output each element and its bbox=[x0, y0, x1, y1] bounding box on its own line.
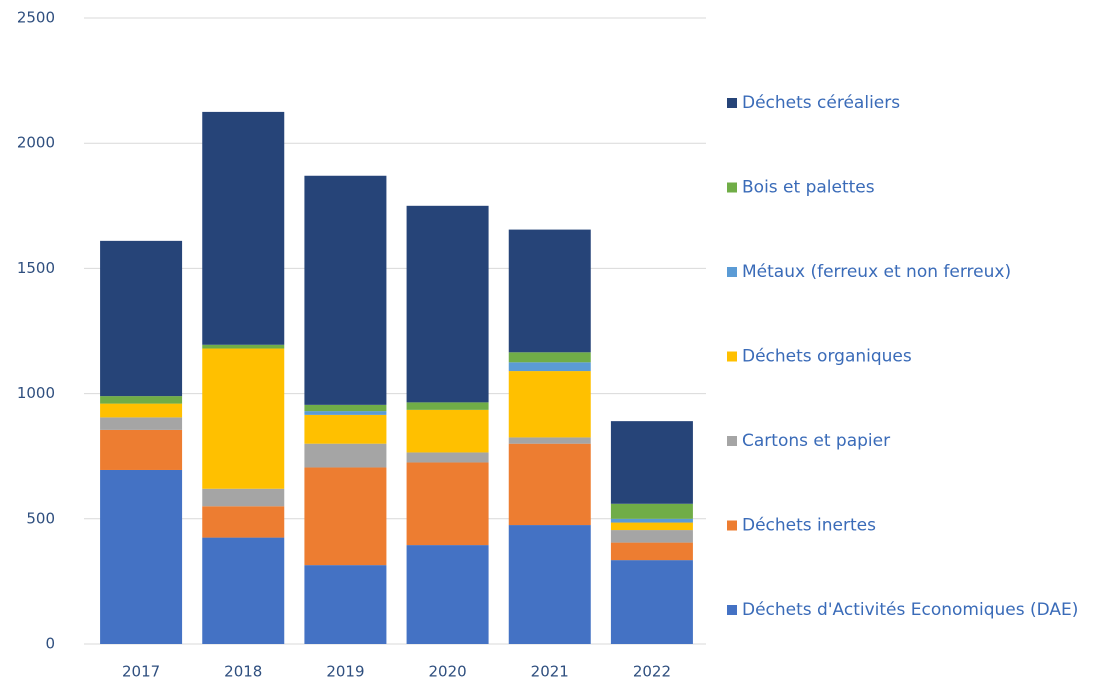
x-tick-label: 2022 bbox=[633, 663, 671, 681]
bar-segment bbox=[406, 545, 489, 644]
bar-segment bbox=[610, 503, 693, 519]
bar-segment bbox=[202, 537, 285, 644]
bar-segment bbox=[304, 467, 387, 566]
bar-segment bbox=[100, 429, 183, 470]
bar-segment bbox=[202, 488, 285, 507]
bar-segment bbox=[610, 560, 693, 644]
y-tick-label: 2500 bbox=[17, 9, 55, 27]
bar-segment bbox=[406, 409, 489, 453]
legend-label: Déchets d'Activités Economiques (DAE) bbox=[742, 600, 1078, 620]
y-tick-label: 2000 bbox=[17, 134, 55, 152]
bar-segment bbox=[100, 396, 183, 404]
bar-segment bbox=[508, 352, 591, 363]
bar-segment bbox=[610, 421, 693, 504]
legend-label: Bois et palettes bbox=[742, 178, 875, 198]
bar-segment bbox=[508, 437, 591, 444]
bar-segment bbox=[100, 240, 183, 397]
bar-segment bbox=[100, 403, 183, 418]
bar-segment bbox=[304, 414, 387, 444]
bar-segment bbox=[202, 344, 285, 349]
bar-segment bbox=[100, 469, 183, 644]
bar-segment bbox=[304, 411, 387, 415]
legend-label: Déchets céréaliers bbox=[742, 93, 900, 113]
bar-segment bbox=[304, 443, 387, 468]
x-tick-label: 2019 bbox=[326, 663, 364, 681]
y-tick-label: 1000 bbox=[17, 384, 55, 402]
legend-label: Cartons et papier bbox=[742, 431, 890, 451]
bar-segment bbox=[508, 371, 591, 438]
x-tick-label: 2021 bbox=[531, 663, 569, 681]
legend-label: Déchets inertes bbox=[742, 516, 876, 536]
bar-segment bbox=[406, 205, 489, 403]
bar-segment bbox=[406, 452, 489, 463]
y-tick-label: 1500 bbox=[17, 259, 55, 277]
legend-swatch bbox=[727, 351, 737, 362]
legend-swatch bbox=[727, 98, 737, 108]
bar-segment bbox=[508, 525, 591, 644]
bar-segment bbox=[610, 530, 693, 543]
legend-swatch bbox=[727, 267, 737, 277]
legend-swatch bbox=[727, 605, 737, 615]
bar-segment bbox=[610, 542, 693, 561]
bar-segment bbox=[304, 175, 387, 405]
bar-segment bbox=[508, 443, 591, 526]
bar-segment bbox=[610, 518, 693, 523]
bar-segment bbox=[406, 462, 489, 546]
y-tick-label: 0 bbox=[45, 635, 55, 653]
legend-swatch bbox=[727, 436, 737, 446]
bar-segment bbox=[610, 522, 693, 531]
x-tick-label: 2018 bbox=[224, 663, 262, 681]
legend-swatch bbox=[727, 520, 737, 531]
bar-segment bbox=[304, 404, 387, 412]
legend-label: Métaux (ferreux et non ferreux) bbox=[742, 262, 1011, 282]
y-tick-label: 500 bbox=[26, 509, 55, 527]
bar-segment bbox=[508, 362, 591, 372]
x-tick-label: 2020 bbox=[428, 663, 466, 681]
bar-segment bbox=[508, 229, 591, 353]
legend-swatch bbox=[727, 182, 737, 193]
bar-segment bbox=[202, 348, 285, 489]
x-tick-label: 2017 bbox=[122, 663, 160, 681]
bar-segment bbox=[406, 402, 489, 410]
bar-segment bbox=[202, 111, 285, 345]
bar-segment bbox=[100, 417, 183, 430]
legend-label: Déchets organiques bbox=[742, 347, 912, 367]
bar-segment bbox=[202, 506, 285, 538]
bar-segment bbox=[304, 565, 387, 644]
